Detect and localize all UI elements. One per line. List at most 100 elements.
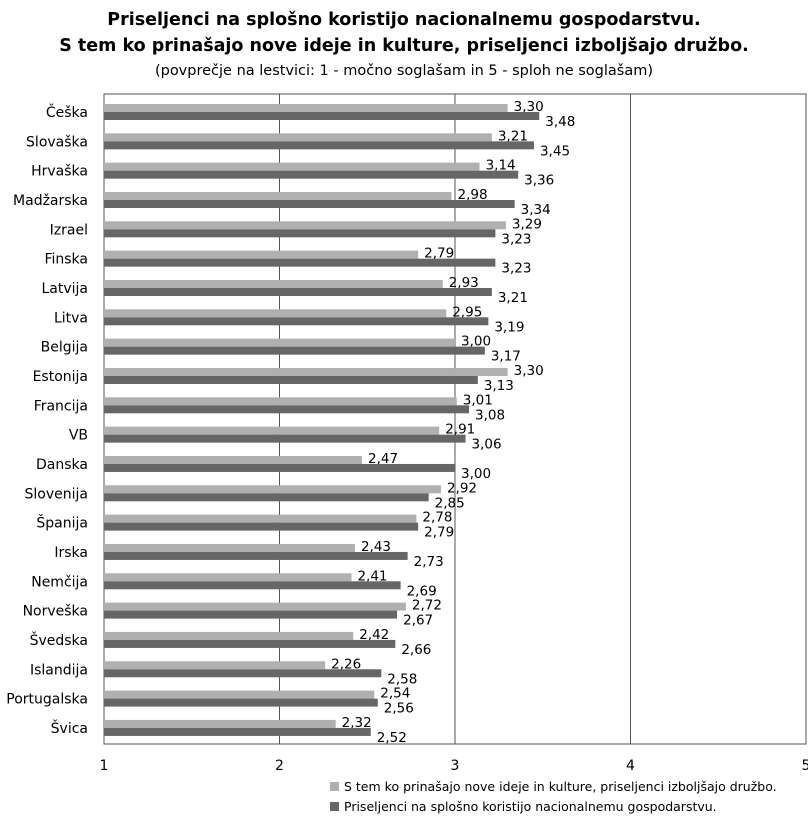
bar-series-1	[104, 661, 326, 670]
category-label: Irska	[54, 545, 88, 561]
bar-series-2	[104, 698, 378, 707]
data-label-series-2: 3,06	[472, 437, 502, 453]
bar-series-1	[104, 367, 508, 376]
bar-series-1	[104, 426, 440, 435]
bar-series-1	[104, 719, 336, 728]
category-label: Belgija	[41, 340, 88, 356]
data-label-series-1: 2,98	[457, 187, 487, 203]
category-label: Islandija	[30, 662, 88, 678]
data-label-series-2: 2,67	[403, 613, 433, 629]
data-label-series-2: 3,08	[475, 407, 505, 423]
category-label: Norveška	[23, 604, 88, 620]
bar-series-2	[104, 581, 401, 590]
data-label-series-1: 2,95	[452, 304, 482, 320]
category-label: VB	[69, 428, 88, 444]
bar-series-2	[104, 493, 429, 502]
data-label-series-2: 3,19	[494, 319, 524, 335]
bar-series-2	[104, 317, 489, 326]
data-label-series-1: 3,00	[461, 334, 491, 350]
legend-swatch-1	[330, 782, 339, 791]
bar-series-1	[104, 104, 508, 112]
legend-swatch-2	[330, 802, 339, 811]
bar-series-2	[104, 112, 540, 120]
data-label-series-1: 2,91	[445, 422, 475, 438]
category-label: Nemčija	[31, 574, 88, 590]
bar-series-2	[104, 405, 470, 414]
data-label-series-2: 3,36	[524, 173, 554, 189]
data-label-series-1: 3,01	[463, 392, 493, 408]
bar-series-1	[104, 279, 443, 288]
bar-series-1	[104, 485, 441, 494]
data-label-series-1: 2,32	[342, 715, 372, 731]
data-label-series-2: 3,00	[461, 466, 491, 482]
bar-series-2	[104, 727, 371, 736]
data-label-series-2: 3,21	[498, 290, 528, 306]
data-label-series-2: 2,79	[424, 525, 454, 541]
category-label: Litva	[54, 310, 88, 326]
bar-series-2	[104, 551, 408, 560]
data-label-series-1: 2,42	[359, 627, 389, 643]
bar-series-2	[104, 639, 396, 648]
bar-series-1	[104, 514, 417, 523]
bar-series-2	[104, 346, 485, 355]
data-label-series-2: 2,52	[377, 730, 407, 746]
category-label: Češka	[46, 103, 88, 121]
bar-series-1	[104, 221, 506, 230]
data-label-series-1: 3,30	[514, 99, 544, 115]
legend-label-2: Priseljenci na splošno koristijo naciona…	[344, 799, 717, 814]
category-label: Portugalska	[6, 692, 88, 708]
bar-series-1	[104, 631, 354, 640]
bar-series-2	[104, 170, 519, 179]
x-tick-label: 3	[451, 758, 460, 774]
bar-series-2	[104, 669, 382, 678]
x-tick-label: 1	[100, 758, 109, 774]
data-label-series-2: 2,58	[387, 671, 417, 687]
category-label: Švedska	[30, 631, 88, 649]
data-label-series-1: 2,41	[357, 568, 387, 584]
bar-series-2	[104, 375, 478, 384]
data-label-series-1: 2,54	[380, 686, 410, 702]
x-tick-label: 5	[802, 758, 808, 774]
bar-series-2	[104, 141, 534, 150]
bar-series-2	[104, 287, 492, 296]
bar-series-2	[104, 522, 419, 531]
data-label-series-1: 3,30	[514, 363, 544, 379]
data-label-series-1: 3,14	[486, 158, 516, 174]
x-tick-label: 2	[275, 758, 284, 774]
data-label-series-1: 2,47	[368, 451, 398, 467]
category-label: Estonija	[33, 369, 88, 385]
data-label-series-2: 3,23	[501, 231, 531, 247]
data-label-series-1: 2,26	[331, 656, 361, 672]
bar-series-2	[104, 229, 496, 238]
data-label-series-2: 3,23	[501, 261, 531, 277]
bar-series-1	[104, 397, 457, 406]
bar-series-2	[104, 463, 455, 472]
bar-series-1	[104, 573, 352, 582]
data-label-series-2: 3,34	[521, 202, 551, 218]
bar-series-1	[104, 250, 419, 259]
bar-series-1	[104, 338, 455, 347]
data-label-series-1: 2,93	[449, 275, 479, 291]
bar-series-2	[104, 258, 496, 267]
category-label: Slovenija	[25, 486, 88, 502]
bar-series-1	[104, 309, 447, 318]
bar-series-1	[104, 191, 452, 200]
category-label: Izrael	[50, 222, 88, 238]
data-label-series-1: 2,72	[412, 598, 442, 614]
chart-title-line-1: Priseljenci na splošno koristijo naciona…	[107, 10, 701, 30]
category-label: Hrvaška	[31, 164, 88, 180]
bar-series-1	[104, 602, 406, 611]
chart-subtitle: (povprečje na lestvici: 1 - močno soglaš…	[154, 63, 654, 79]
bar-series-2	[104, 434, 466, 443]
data-label-series-2: 3,48	[545, 114, 575, 130]
data-label-series-2: 3,45	[540, 143, 570, 159]
data-label-series-2: 3,17	[491, 349, 521, 365]
data-label-series-2: 2,56	[384, 701, 414, 717]
data-label-series-1: 2,92	[447, 480, 477, 496]
data-label-series-1: 2,43	[361, 539, 391, 555]
data-label-series-1: 3,29	[512, 216, 542, 232]
category-label: Švica	[51, 719, 88, 737]
data-label-series-2: 2,85	[435, 495, 465, 511]
bar-series-1	[104, 543, 355, 552]
chart-title-line-2: S tem ko prinašajo nove ideje in kulture…	[59, 36, 749, 56]
